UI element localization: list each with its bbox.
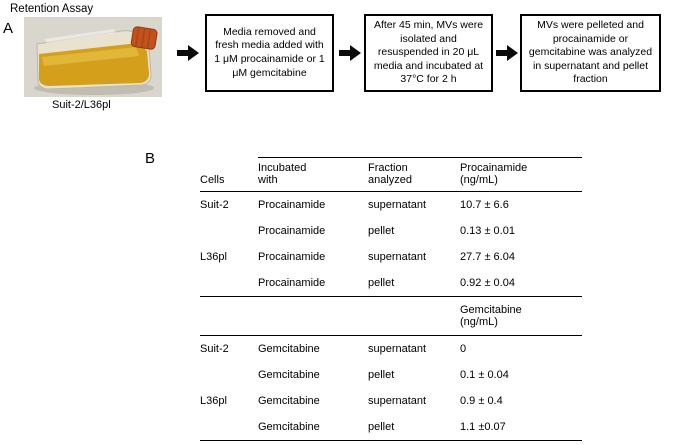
cell-value: 0.13 ± 0.01 xyxy=(460,225,515,237)
cell-fraction: supernatant xyxy=(368,343,427,355)
flask-media-highlight xyxy=(42,47,139,66)
cell-value: 0.9 ± 0.4 xyxy=(460,395,503,407)
cell-incubated: Gemcitabine xyxy=(258,343,320,355)
cell-cells xyxy=(200,362,258,388)
table-row: Suit-2 Gemcitabine supernatant 0 xyxy=(200,336,582,363)
cell-fraction xyxy=(368,296,460,336)
flow-arrow-3 xyxy=(496,45,518,61)
table-row: Procainamide pellet 0.13 ± 0.01 xyxy=(200,218,582,244)
cell-incubated: Gemcitabine xyxy=(258,369,320,381)
flow-step-2: After 45 min, MVs were isolated and resu… xyxy=(364,14,493,92)
flow-step-3: MVs were pelleted and procainamide or ge… xyxy=(520,14,661,92)
cell-incubated: Procainamide xyxy=(258,199,326,211)
table-row: L36pl Gemcitabine supernatant 0.9 ± 0.4 xyxy=(200,388,582,414)
cell-fraction: supernatant xyxy=(368,251,427,263)
cell-fraction: pellet xyxy=(368,225,395,237)
flask-caption: Suit-2/L36pl xyxy=(52,99,111,111)
cell-fraction: supernatant xyxy=(368,395,427,407)
cell-value: 0.1 ± 0.04 xyxy=(460,369,509,381)
header-fraction-analyzed: Fraction analyzed xyxy=(368,157,460,192)
cell-cells: Suit-2 xyxy=(200,199,229,211)
cell-incubated: Procainamide xyxy=(258,277,326,289)
cell-fraction: pellet xyxy=(368,277,395,289)
cell-cells xyxy=(200,218,258,244)
header-procainamide: Procainamide (ng/mL) xyxy=(460,157,582,192)
table-row: Gemcitabine pellet 0.1 ± 0.04 xyxy=(200,362,582,388)
table-row: Suit-2 Procainamide supernatant 10.7 ± 6… xyxy=(200,192,582,219)
cell-value: 10.7 ± 6.6 xyxy=(460,199,509,211)
cell-cells: Suit-2 xyxy=(200,343,229,355)
cell-cells: L36pl xyxy=(200,251,227,263)
panel-b-label: B xyxy=(145,150,156,167)
cell-cells xyxy=(200,414,258,441)
flow-arrow-2 xyxy=(339,45,361,61)
flow-arrow-1 xyxy=(177,45,199,61)
header-cells: Cells xyxy=(200,157,258,192)
cell-fraction: pellet xyxy=(368,369,395,381)
cell-incubated: Gemcitabine xyxy=(258,414,368,441)
culture-flask-photo xyxy=(24,17,162,97)
header-incubated-with: Incubated with xyxy=(258,157,368,192)
cell-value: 0.92 ± 0.04 xyxy=(460,277,515,289)
cell-cells xyxy=(200,270,258,297)
cell-fraction: supernatant xyxy=(368,199,427,211)
cell-incubated: Gemcitabine xyxy=(258,395,320,407)
cell-fraction: pellet xyxy=(368,414,460,441)
flask-cap xyxy=(130,26,158,50)
table-header-row: Cells Incubated with Fraction analyzed P… xyxy=(200,157,582,192)
panel-a-label: A xyxy=(3,20,14,37)
table-row: L36pl Procainamide supernatant 27.7 ± 6.… xyxy=(200,244,582,270)
figure-title: Retention Assay xyxy=(10,3,94,15)
cell-value: 1.1 ±0.07 xyxy=(460,414,582,441)
cell-incubated: Procainamide xyxy=(258,225,326,237)
table-row: Procainamide pellet 0.92 ± 0.04 xyxy=(200,270,582,297)
cell-incubated: Procainamide xyxy=(258,251,326,263)
cell-cells: L36pl xyxy=(200,395,227,407)
flask-glare xyxy=(44,29,116,43)
cell-incubated xyxy=(258,296,368,336)
table-subheader-row-gemcitabine: Gemcitabine (ng/mL) xyxy=(200,296,582,336)
table-row: Gemcitabine pellet 1.1 ±0.07 xyxy=(200,414,582,441)
cell-value: 0 xyxy=(460,343,467,355)
cell-cells xyxy=(200,296,258,336)
results-table: Cells Incubated with Fraction analyzed P… xyxy=(200,157,582,441)
cell-value: Gemcitabine (ng/mL) xyxy=(460,296,582,336)
cell-value: 27.7 ± 6.04 xyxy=(460,251,515,263)
flow-step-1: Media removed and fresh media added with… xyxy=(205,14,334,92)
